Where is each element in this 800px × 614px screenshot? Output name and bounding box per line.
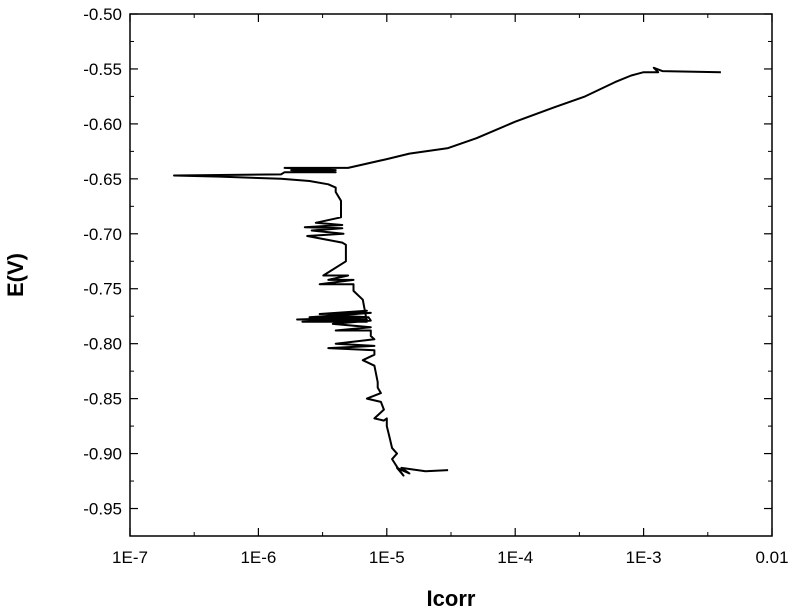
x-tick-label: 1E-3 [626,548,662,567]
series-line [173,66,721,477]
x-tick-label: 1E-5 [369,548,405,567]
y-tick-label: -0.80 [83,335,122,354]
y-tick-label: -0.55 [83,60,122,79]
y-tick-label: -0.95 [83,500,122,519]
y-tick-label: -0.60 [83,115,122,134]
x-tick-label: 1E-6 [240,548,276,567]
plot-frame [129,13,773,537]
x-axis-ticks: 1E-7 1E-6 1E-5 1E-4 1E-3 0.01 [112,14,789,567]
x-tick-label: 0.01 [755,548,788,567]
y-tick-label: -0.75 [83,280,122,299]
x-tick-label: 1E-7 [112,548,148,567]
y-tick-label: -0.50 [83,5,122,24]
y-tick-label: -0.70 [83,225,122,244]
y-tick-label: -0.65 [83,170,122,189]
x-axis-title: Icorr [427,586,476,611]
x-tick-label: 1E-4 [497,548,533,567]
y-axis-ticks: -0.50 -0.55 -0.60 -0.65 -0.70 -0.75 -0.80 -0.85… [83,5,772,537]
y-axis-title: E(V) [3,253,28,297]
y-tick-label: -0.90 [83,445,122,464]
y-tick-label: -0.85 [83,390,122,409]
